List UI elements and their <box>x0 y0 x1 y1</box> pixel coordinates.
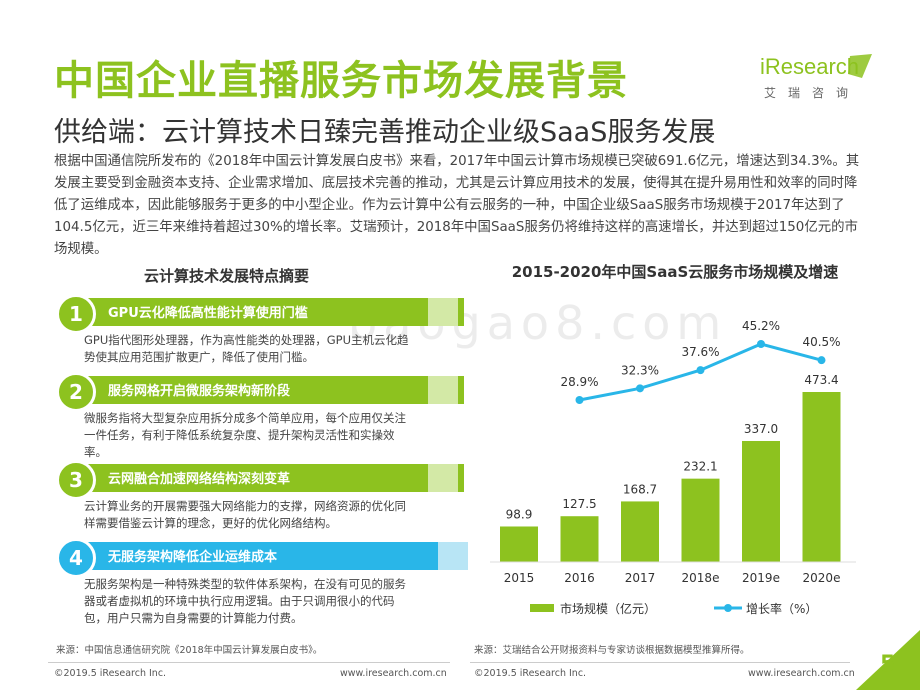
x-tick-label: 2020e <box>803 571 841 585</box>
growth-point <box>636 384 644 393</box>
x-tick-label: 2015 <box>504 571 535 585</box>
page-subtitle: 供给端：云计算技术日臻完善推动企业级SaaS服务发展 <box>54 117 716 148</box>
feature-description: GPU指代图形处理器，作为高性能类的处理器，GPU主机云化趋势使其应用范围扩散更… <box>84 333 409 364</box>
chart-title: 2015-2020年中国SaaS云服务市场规模及增速 <box>511 263 839 281</box>
bar <box>500 526 538 562</box>
bar-value-label: 473.4 <box>804 373 838 387</box>
feature-bar <box>76 376 464 404</box>
logo-subtext: 艾瑞咨询 <box>764 86 861 100</box>
feature-number-badge: 1 <box>56 294 96 334</box>
bar-value-label: 98.9 <box>506 507 533 521</box>
bar-value-label: 232.1 <box>683 460 717 474</box>
feature-description: 无服务架构是一种特殊类型的软件体系架构，在没有可见的服务器或者虚拟机的环境中执行… <box>84 577 406 625</box>
feature-title: GPU云化降低高性能计算使用门槛 <box>108 306 308 321</box>
feature-bar <box>76 298 464 326</box>
growth-label: 28.9% <box>560 375 598 389</box>
feature-bar-tail <box>428 298 458 326</box>
feature-description: 云计算业务的开展需要强大网络能力的支撑，网络资源的优化同样需要借鉴云计算的理念，… <box>84 499 406 530</box>
bar-value-label: 168.7 <box>623 482 657 496</box>
legend-line-marker <box>724 604 732 612</box>
source-left: 来源：中国信息通信研究院《2018年中国云计算发展白皮书》。 <box>56 645 323 656</box>
feature-bar-tail <box>428 464 458 492</box>
legend-line-label: 增长率（%） <box>746 601 817 616</box>
feature-title: 无服务架构降低企业运维成本 <box>108 550 278 565</box>
growth-label: 37.6% <box>681 345 719 359</box>
growth-label: 45.2% <box>742 319 780 333</box>
bar <box>621 501 659 562</box>
feature-number-badge: 3 <box>56 460 96 500</box>
feature-number-badge: 4 <box>56 538 96 578</box>
bar <box>742 440 780 562</box>
intro-paragraph: 根据中国通信院所发布的《2018年中国云计算发展白皮书》来看，2017年中国云计… <box>54 154 860 257</box>
feature-bar <box>76 464 464 492</box>
left-panel-heading: 云计算技术发展特点摘要 <box>144 267 310 285</box>
growth-point <box>757 340 765 348</box>
logo-text: iResearch <box>760 54 860 79</box>
x-tick-label: 2016 <box>564 571 595 585</box>
growth-point <box>817 356 826 365</box>
growth-point <box>696 366 705 375</box>
footer-divider-right <box>470 662 850 663</box>
x-tick-label: 2017 <box>625 571 656 585</box>
feature-bar-tail <box>438 542 468 570</box>
feature-bar-tail <box>428 376 458 404</box>
feature-description: 微服务指将大型复杂应用拆分成多个简单应用，每个应用仅关注一件任务，有利于降低系统… <box>84 411 406 459</box>
bar <box>560 516 599 562</box>
growth-label: 32.3% <box>621 363 659 377</box>
url-right: www.iresearch.com.cn <box>748 668 855 679</box>
copyright-right: ©2019.5 iResearch Inc. <box>474 668 587 679</box>
logo-leaf-icon <box>848 54 872 78</box>
bar <box>802 392 841 562</box>
bar-value-label: 337.0 <box>744 422 778 436</box>
saas-market-chart: 98.9 2015 127.5 2016 168.7 2017 232.1 2018e 337.… <box>490 319 856 616</box>
bar-value-label: 127.5 <box>562 497 596 511</box>
footer-divider-left <box>48 662 450 663</box>
url-left: www.iresearch.com.cn <box>340 668 447 679</box>
page-number: 5 <box>880 652 896 677</box>
bar <box>681 478 720 562</box>
feature-bar <box>76 542 464 570</box>
feature-number-badge: 2 <box>56 372 96 412</box>
x-tick-label: 2018e <box>682 571 720 585</box>
growth-label: 40.5% <box>802 335 840 349</box>
feature-title: 云网融合加速网络结构深刻变革 <box>108 472 291 487</box>
page-title: 中国企业直播服务市场发展背景 <box>54 58 628 104</box>
legend-bar-swatch <box>530 604 554 612</box>
legend-bar-label: 市场规模（亿元） <box>560 601 656 616</box>
source-right: 来源：艾瑞结合公开财报资料与专家访谈根据数据模型推算所得。 <box>474 645 750 656</box>
corner-decoration <box>856 630 920 690</box>
copyright-left: ©2019.5 iResearch Inc. <box>54 668 167 679</box>
growth-point <box>575 396 584 404</box>
feature-title: 服务网格开启微服务架构新阶段 <box>108 384 291 399</box>
iresearch-logo: iResearch 艾瑞咨询 <box>756 54 876 102</box>
x-tick-label: 2019e <box>742 571 780 585</box>
